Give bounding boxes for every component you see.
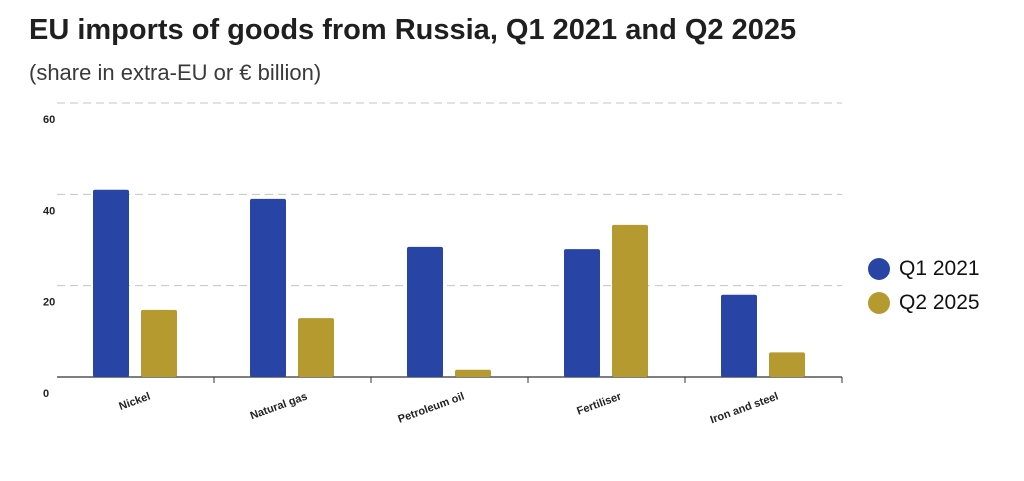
legend-item: Q2 2025	[868, 286, 980, 320]
x-tick-label: Natural gas	[249, 391, 309, 423]
x-tick-label: Petroleum oil	[396, 391, 466, 426]
x-tick-label: Fertiliser	[575, 390, 623, 417]
bar-iron-and-steel-q2-2025	[769, 352, 805, 377]
y-tick-label: 40	[43, 205, 55, 217]
y-tick-label: 0	[43, 388, 49, 400]
y-tick-label: 60	[43, 114, 55, 126]
bar-petroleum-oil-q2-2025	[455, 369, 491, 377]
bar-iron-and-steel-q1-2021	[721, 294, 757, 377]
bar-fertiliser-q1-2021	[564, 249, 600, 377]
bar-natural-gas-q2-2025	[298, 318, 334, 377]
bar-nickel-q2-2025	[141, 309, 177, 377]
chart-title: EU imports of goods from Russia, Q1 2021…	[29, 14, 797, 46]
x-tick-label: Nickel	[117, 391, 152, 413]
legend-swatch	[868, 258, 890, 280]
bar-petroleum-oil-q1-2021	[407, 246, 443, 377]
y-tick-label: 20	[43, 297, 55, 309]
bar-natural-gas-q1-2021	[250, 198, 286, 377]
legend-swatch	[868, 292, 890, 314]
chart-legend: Q1 2021 Q2 2025	[868, 252, 980, 320]
chart-subtitle: (share in extra-EU or € billion)	[29, 60, 322, 85]
bar-fertiliser-q2-2025	[612, 224, 648, 377]
legend-label: Q2 2025	[899, 291, 980, 314]
x-tick-label: Iron and steel	[709, 391, 780, 427]
legend-item: Q1 2021	[868, 252, 980, 286]
bar-nickel-q1-2021	[93, 189, 129, 377]
legend-label: Q1 2021	[899, 257, 980, 280]
